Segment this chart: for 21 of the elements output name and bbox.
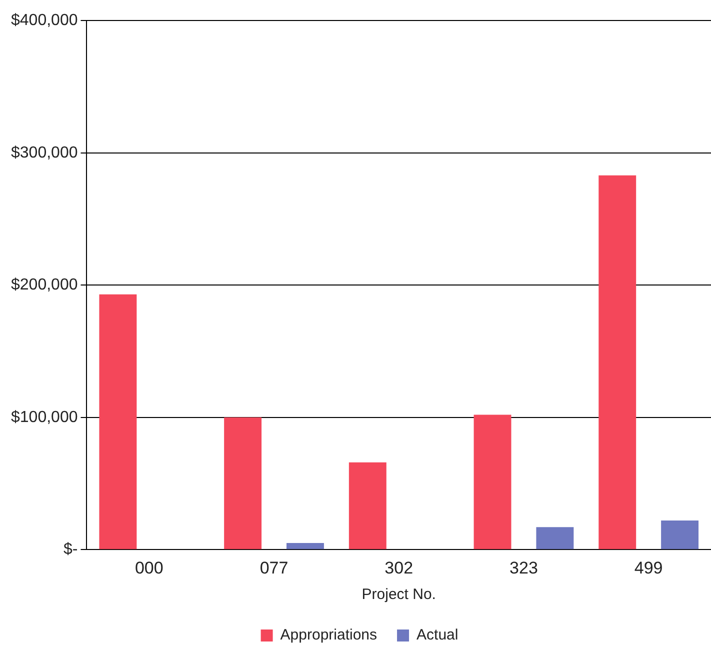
x-tick-label: 499 [634,558,663,578]
bar [536,527,574,550]
bar [348,462,386,550]
y-tick-label: $400,000 [11,12,78,30]
y-tick-label: $100,000 [11,408,78,426]
x-tick-label: 302 [384,558,414,578]
bar [286,542,324,550]
y-tick-label: $300,000 [11,144,78,162]
y-tick-label: $200,000 [11,276,78,294]
y-tick-label: $- [64,541,78,558]
legend-label: Actual [416,626,458,644]
x-axis-title: Project No. [362,586,436,604]
bar [474,414,512,550]
bar [661,520,699,550]
x-tick-label: 000 [134,558,164,578]
bar [99,294,137,550]
x-tick-label: 077 [260,558,288,578]
legend-label: Appropriations [280,626,378,644]
bar [598,175,636,550]
bar [224,417,262,550]
x-tick-label: 323 [510,558,538,578]
